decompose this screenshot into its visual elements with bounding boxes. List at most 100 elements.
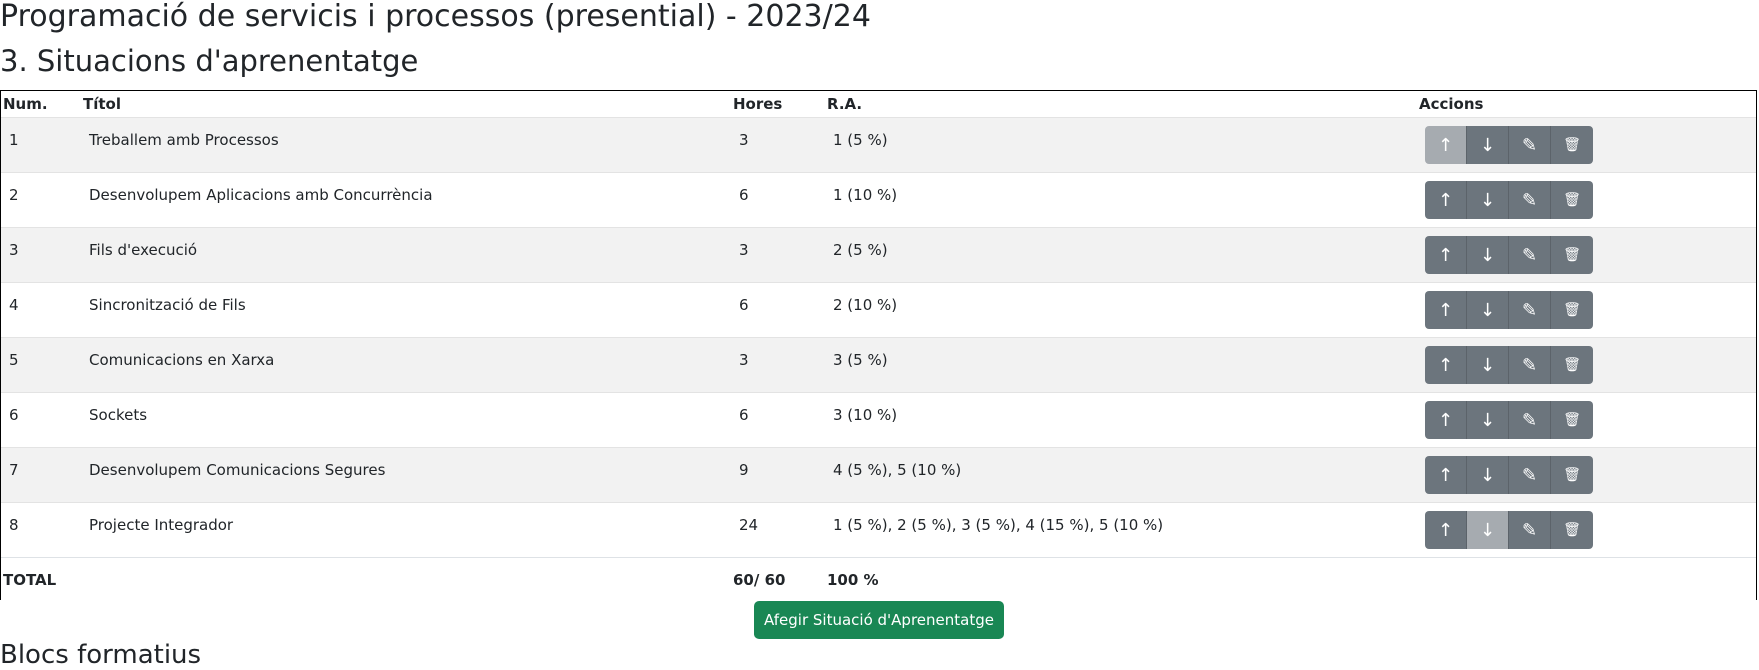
delete-button[interactable]: 🗑	[1551, 401, 1593, 439]
delete-button[interactable]: 🗑	[1551, 346, 1593, 384]
row-num: 5	[9, 351, 19, 369]
row-ra: 4 (5 %), 5 (10 %)	[833, 461, 962, 479]
move-up-button[interactable]: ↑	[1425, 511, 1467, 549]
row-hours: 3	[739, 241, 749, 259]
move-up-button[interactable]: ↑	[1425, 236, 1467, 274]
edit-button[interactable]: ✎	[1509, 456, 1551, 494]
pencil-icon: ✎	[1521, 519, 1538, 541]
edit-button[interactable]: ✎	[1509, 401, 1551, 439]
arrow-up-icon: ↑	[1437, 354, 1454, 376]
row-num: 3	[9, 241, 19, 259]
trash-icon: 🗑	[1563, 412, 1581, 428]
edit-button[interactable]: ✎	[1509, 291, 1551, 329]
move-up-button[interactable]: ↑	[1425, 401, 1467, 439]
delete-button[interactable]: 🗑	[1551, 291, 1593, 329]
row-actions: ↑ ↓ ✎ 🗑	[1417, 393, 1756, 439]
total-label: TOTAL	[1, 557, 81, 602]
pencil-icon: ✎	[1521, 409, 1538, 431]
table-row: 1 Treballem amb Processos 3 1 (5 %) ↑ ↓ ✎ 🗑	[1, 117, 1756, 173]
pencil-icon: ✎	[1521, 354, 1538, 376]
arrow-down-icon: ↓	[1479, 299, 1496, 321]
table-header-row: Num. Títol Hores R.A. Accions	[1, 91, 1756, 118]
arrow-up-icon: ↑	[1437, 134, 1454, 156]
table-row: 5 Comunicacions en Xarxa 3 3 (5 %) ↑ ↓ ✎ 🗑	[1, 337, 1756, 393]
row-hours: 24	[739, 516, 759, 534]
arrow-down-icon: ↓	[1479, 189, 1496, 211]
row-num: 1	[9, 131, 19, 149]
delete-button[interactable]: 🗑	[1551, 511, 1593, 549]
pencil-icon: ✎	[1521, 464, 1538, 486]
move-down-button[interactable]: ↓	[1467, 456, 1509, 494]
trash-icon: 🗑	[1563, 247, 1581, 263]
header-ra: R.A.	[827, 95, 863, 113]
row-actions: ↑ ↓ ✎ 🗑	[1417, 448, 1756, 494]
header-num: Num.	[3, 95, 48, 113]
edit-button[interactable]: ✎	[1509, 181, 1551, 219]
row-title: Fils d'execució	[89, 241, 198, 259]
move-up-button[interactable]: ↑	[1425, 456, 1467, 494]
row-actions: ↑ ↓ ✎ 🗑	[1417, 118, 1756, 164]
row-num: 7	[9, 461, 19, 479]
move-down-button[interactable]: ↓	[1467, 346, 1509, 384]
row-ra: 1 (10 %)	[833, 186, 898, 204]
row-hours: 6	[739, 406, 749, 424]
row-title: Comunicacions en Xarxa	[89, 351, 275, 369]
delete-button[interactable]: 🗑	[1551, 126, 1593, 164]
trash-icon: 🗑	[1563, 357, 1581, 373]
table-row: 6 Sockets 6 3 (10 %) ↑ ↓ ✎ 🗑	[1, 392, 1756, 448]
delete-button[interactable]: 🗑	[1551, 456, 1593, 494]
row-actions: ↑ ↓ ✎ 🗑	[1417, 283, 1756, 329]
move-down-button: ↓	[1467, 511, 1509, 549]
arrow-down-icon: ↓	[1479, 134, 1496, 156]
arrow-up-icon: ↑	[1437, 189, 1454, 211]
blocs-formatius-heading: Blocs formatius	[0, 640, 202, 670]
header-title: Títol	[83, 95, 121, 113]
row-title: Sincronització de Fils	[89, 296, 246, 314]
trash-icon: 🗑	[1563, 302, 1581, 318]
total-ra: 100 %	[825, 557, 1417, 602]
edit-button[interactable]: ✎	[1509, 511, 1551, 549]
trash-icon: 🗑	[1563, 192, 1581, 208]
edit-button[interactable]: ✎	[1509, 346, 1551, 384]
arrow-up-icon: ↑	[1437, 519, 1454, 541]
move-down-button[interactable]: ↓	[1467, 126, 1509, 164]
delete-button[interactable]: 🗑	[1551, 236, 1593, 274]
arrow-up-icon: ↑	[1437, 464, 1454, 486]
row-num: 6	[9, 406, 19, 424]
move-down-button[interactable]: ↓	[1467, 291, 1509, 329]
header-hours: Hores	[733, 95, 783, 113]
move-up-button[interactable]: ↑	[1425, 291, 1467, 329]
table-row: 2 Desenvolupem Aplicacions amb Concurrènc…	[1, 172, 1756, 228]
delete-button[interactable]: 🗑	[1551, 181, 1593, 219]
table-row: 7 Desenvolupem Comunicacions Segures 9 4 (5…	[1, 447, 1756, 503]
move-down-button[interactable]: ↓	[1467, 181, 1509, 219]
add-learning-situation-button[interactable]: Afegir Situació d'Aprenentatge	[754, 601, 1004, 639]
arrow-down-icon: ↓	[1479, 244, 1496, 266]
row-ra: 1 (5 %)	[833, 131, 888, 149]
row-num: 2	[9, 186, 19, 204]
page-title: Programació de servicis i processos (pre…	[0, 0, 871, 34]
row-actions: ↑ ↓ ✎ 🗑	[1417, 173, 1756, 219]
row-hours: 3	[739, 131, 749, 149]
row-title: Desenvolupem Comunicacions Segures	[89, 461, 386, 479]
trash-icon: 🗑	[1563, 522, 1581, 538]
move-up-button[interactable]: ↑	[1425, 181, 1467, 219]
edit-button[interactable]: ✎	[1509, 126, 1551, 164]
row-num: 4	[9, 296, 19, 314]
table-row: 8 Projecte Integrador 24 1 (5 %), 2 (5 %), …	[1, 502, 1756, 558]
move-down-button[interactable]: ↓	[1467, 401, 1509, 439]
arrow-down-icon: ↓	[1479, 354, 1496, 376]
row-actions: ↑ ↓ ✎ 🗑	[1417, 503, 1756, 549]
move-up-button[interactable]: ↑	[1425, 346, 1467, 384]
row-title: Treballem amb Processos	[89, 131, 279, 149]
row-ra: 2 (10 %)	[833, 296, 898, 314]
section-title: 3. Situacions d'aprenentatge	[0, 44, 419, 78]
table-total-row: TOTAL 60/ 60 100 %	[1, 557, 1756, 602]
edit-button[interactable]: ✎	[1509, 236, 1551, 274]
move-down-button[interactable]: ↓	[1467, 236, 1509, 274]
total-hours: 60/ 60	[731, 557, 825, 602]
header-actions: Accions	[1419, 95, 1484, 113]
row-hours: 6	[739, 296, 749, 314]
table-row: 3 Fils d'execució 3 2 (5 %) ↑ ↓ ✎ 🗑	[1, 227, 1756, 283]
row-hours: 3	[739, 351, 749, 369]
